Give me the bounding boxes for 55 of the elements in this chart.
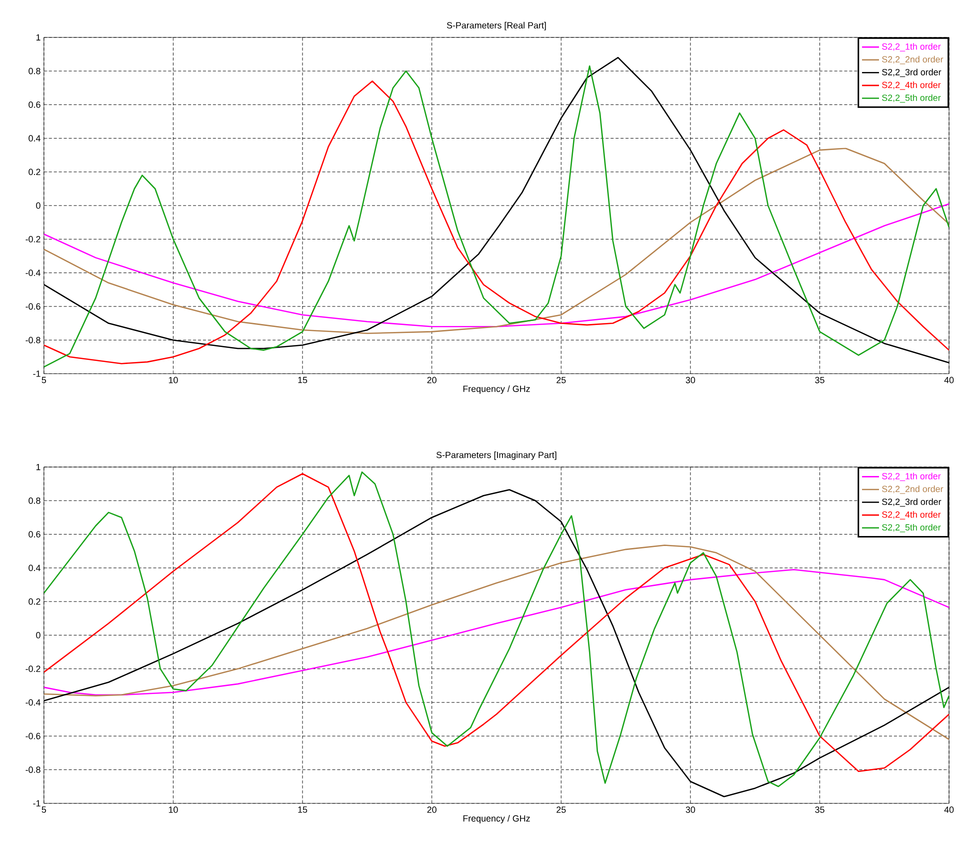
x-tick-label: 20 xyxy=(427,376,436,384)
y-tick-label: 0.4 xyxy=(28,135,40,142)
line-series xyxy=(44,148,950,334)
legend-label: S2,2_1th order xyxy=(882,43,941,52)
y-tick-label: -0.2 xyxy=(26,666,40,672)
x-tick-label: 30 xyxy=(686,806,696,813)
x-tick-label: 5 xyxy=(42,806,46,813)
x-tick-label: 15 xyxy=(298,806,308,813)
y-tick-label: 0.8 xyxy=(28,497,40,504)
y-tick-label: -1 xyxy=(33,800,40,806)
x-axis-title: Frequency / GHz xyxy=(463,814,530,824)
x-tick-label: 5 xyxy=(42,376,46,384)
x-tick-label: 25 xyxy=(556,376,566,384)
x-tick-label: 25 xyxy=(556,806,566,813)
y-tick-label: 0.2 xyxy=(28,168,40,175)
legend-label: S2,2_5th order xyxy=(882,94,941,102)
y-tick-label: -1 xyxy=(33,370,40,377)
legend-label: S2,2_5th order xyxy=(882,524,941,532)
y-tick-label: 1 xyxy=(36,464,40,470)
y-tick-label: 0.6 xyxy=(28,531,40,538)
legend-label: S2,2_3rd order xyxy=(882,68,942,77)
legend-label: S2,2_4th order xyxy=(882,81,941,90)
y-tick-label: 0.2 xyxy=(28,598,40,605)
line-series xyxy=(44,203,950,328)
line-series xyxy=(44,544,950,740)
y-tick-label: -0.8 xyxy=(26,766,40,773)
y-tick-label: 0.8 xyxy=(28,68,40,74)
x-tick-label: 40 xyxy=(944,806,954,813)
x-tick-label: 20 xyxy=(427,806,436,813)
x-tick-label: 40 xyxy=(944,376,954,384)
y-tick-label: -0.6 xyxy=(26,732,40,740)
y-tick-label: 0.4 xyxy=(28,564,40,571)
y-tick-label: 0 xyxy=(36,632,40,638)
legend-label: S2,2_2nd order xyxy=(882,56,944,64)
y-tick-label: -0.2 xyxy=(26,236,40,242)
legend-label: S2,2_4th order xyxy=(882,511,941,520)
x-tick-label: 35 xyxy=(815,806,824,813)
x-tick-label: 15 xyxy=(298,376,308,384)
y-tick-label: 0.6 xyxy=(28,101,40,108)
x-tick-label: 30 xyxy=(686,376,696,384)
x-tick-label: 10 xyxy=(168,376,178,384)
x-axis-title: Frequency / GHz xyxy=(463,385,530,394)
y-tick-label: 0 xyxy=(36,202,40,209)
y-tick-label: -0.8 xyxy=(26,336,40,344)
y-tick-label: -0.4 xyxy=(26,699,40,706)
y-tick-label: -0.4 xyxy=(26,270,40,276)
legend-label: S2,2_2nd order xyxy=(882,485,944,494)
legend-label: S2,2_3rd order xyxy=(882,498,942,507)
x-tick-label: 35 xyxy=(815,376,824,384)
legend-label: S2,2_1th order xyxy=(882,472,941,481)
chart-title: S-Parameters [Real Part] xyxy=(446,22,546,30)
chart-title: S-Parameters [Imaginary Part] xyxy=(436,451,556,460)
y-tick-label: 1 xyxy=(36,34,40,40)
x-tick-label: 10 xyxy=(168,806,178,813)
y-tick-label: -0.6 xyxy=(26,303,40,310)
